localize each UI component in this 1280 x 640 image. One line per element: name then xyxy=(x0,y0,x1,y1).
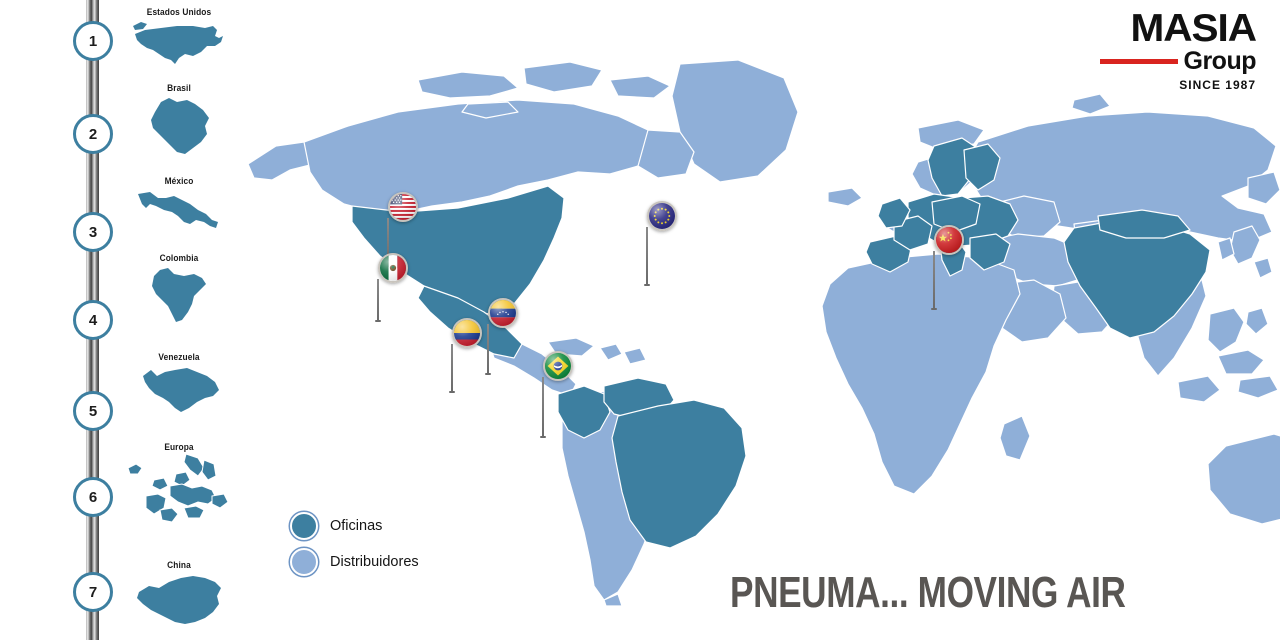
timeline-number-7: 7 xyxy=(88,583,98,601)
pin-pole xyxy=(449,344,455,393)
timeline-node-5[interactable]: 5 xyxy=(73,391,113,431)
timeline-node-2[interactable]: 2 xyxy=(73,114,113,154)
timeline-number-6: 6 xyxy=(88,488,98,506)
logo-group-text: Group xyxy=(1183,47,1257,76)
timeline-label-2: Brasil xyxy=(167,83,191,94)
timeline-label-4: Colombia xyxy=(159,253,199,264)
eu-flag-icon xyxy=(647,201,677,231)
map-legend: Oficinas Distribuidores xyxy=(290,508,419,580)
region-colombia xyxy=(557,385,611,439)
region-europe-finland xyxy=(963,143,1001,191)
country-timeline: Estados Unidos 1 Brasil 2 México xyxy=(0,0,229,640)
timeline-number-4: 4 xyxy=(88,311,98,329)
legend-label-oficinas: Oficinas xyxy=(330,518,383,534)
region-europe-balkans xyxy=(969,233,1011,271)
us-flag-icon xyxy=(388,192,418,222)
legend-swatch-distribuidores xyxy=(290,548,318,576)
timeline-label-6: Europa xyxy=(164,442,194,453)
pin-pole xyxy=(644,227,650,286)
country-shape-china xyxy=(104,572,254,630)
br-flag-icon xyxy=(543,351,573,381)
country-shape-europe xyxy=(104,452,254,526)
timeline-node-1[interactable]: 1 xyxy=(73,21,113,61)
logo-red-bar xyxy=(1099,59,1178,65)
logo-since-text: SINCE 1987 xyxy=(1179,78,1256,93)
country-shape-colombia xyxy=(104,266,254,326)
region-brazil xyxy=(611,399,747,549)
pin-pole xyxy=(540,377,546,438)
co-flag-icon xyxy=(452,318,482,348)
region-china-north xyxy=(1097,209,1191,239)
timeline-label-7: China xyxy=(167,560,191,571)
pin-pole xyxy=(931,251,937,310)
country-shape-usa xyxy=(104,20,254,68)
country-shape-venezuela xyxy=(104,364,254,418)
timeline-label-1: Estados Unidos xyxy=(146,7,212,18)
timeline-node-6[interactable]: 6 xyxy=(73,477,113,517)
logo-wordmark: MASIA xyxy=(1130,7,1258,50)
pin-pole xyxy=(375,279,381,322)
timeline-number-3: 3 xyxy=(88,223,98,241)
mx-flag-icon xyxy=(378,253,408,283)
timeline-number-1: 1 xyxy=(88,32,98,50)
region-europe-uk xyxy=(877,197,911,229)
masia-group-logo: MASIA Group SINCE 1987 xyxy=(1076,9,1257,93)
timeline-label-3: México xyxy=(164,176,194,187)
tagline: PNEUMA... MOVING AIR xyxy=(730,568,1126,617)
timeline-label-5: Venezuela xyxy=(158,352,200,363)
legend-item-distribuidores: Distribuidores xyxy=(290,544,419,580)
cn-flag-icon xyxy=(934,225,964,255)
legend-label-distribuidores: Distribuidores xyxy=(330,554,419,570)
logo-subrow: Group xyxy=(1076,49,1256,74)
legend-swatch-oficinas xyxy=(290,512,318,540)
timeline-number-2: 2 xyxy=(88,125,98,143)
country-shape-brazil xyxy=(104,96,254,158)
timeline-node-3[interactable]: 3 xyxy=(73,212,113,252)
pin-pole xyxy=(485,324,491,375)
ve-flag-icon xyxy=(488,298,518,328)
world-map xyxy=(218,46,1280,606)
region-europe-central xyxy=(931,195,981,233)
region-europe-france xyxy=(893,215,933,251)
timeline-node-7[interactable]: 7 xyxy=(73,572,113,612)
timeline-number-5: 5 xyxy=(88,402,98,420)
country-shape-mexico xyxy=(104,190,254,236)
legend-item-oficinas: Oficinas xyxy=(290,508,419,544)
timeline-node-4[interactable]: 4 xyxy=(73,300,113,340)
